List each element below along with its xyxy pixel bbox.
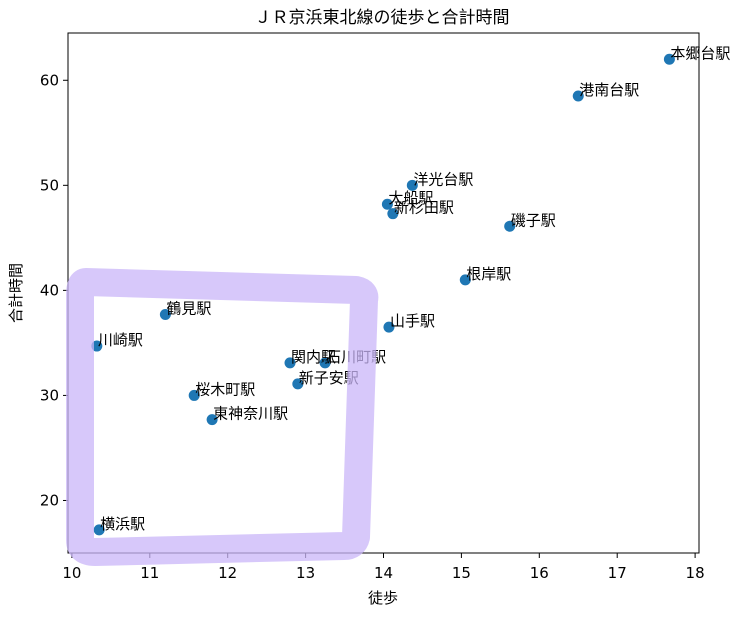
y-tick-label: 50: [40, 176, 59, 194]
y-tick-label: 60: [40, 71, 59, 89]
y-axis-ticks: 20 30 40 50 60: [40, 71, 68, 509]
point-label: 川崎駅: [98, 331, 143, 349]
chart-title: ＪＲ京浜東北線の徒歩と合計時間: [255, 8, 510, 28]
data-point: [572, 90, 584, 102]
point-label: 本郷台駅: [670, 44, 730, 62]
x-tick-label: 18: [686, 564, 705, 582]
data-point: [387, 208, 399, 220]
point-label: 大船駅: [388, 189, 433, 207]
x-tick-label: 14: [374, 564, 393, 582]
data-point: [188, 389, 200, 401]
point-label: 関内駅: [291, 348, 336, 366]
x-axis-label: 徒歩: [368, 589, 398, 607]
y-tick-label: 40: [40, 281, 59, 299]
data-point: [159, 309, 171, 321]
data-point: [663, 53, 675, 65]
point-label: 新杉田駅: [394, 199, 454, 217]
y-axis-label: 合計時間: [7, 263, 25, 323]
data-point: [459, 274, 471, 286]
points-layer: [91, 53, 675, 536]
data-point: [383, 321, 395, 333]
x-tick-label: 16: [530, 564, 549, 582]
data-point: [206, 414, 218, 426]
point-label: 山手駅: [390, 312, 435, 330]
x-tick-label: 10: [62, 564, 81, 582]
data-point: [284, 357, 296, 369]
x-tick-label: 17: [608, 564, 627, 582]
data-point: [504, 220, 516, 232]
point-label: 鶴見駅: [166, 300, 211, 318]
data-point: [319, 357, 331, 369]
data-point: [406, 179, 418, 191]
point-label: 港南台駅: [579, 81, 639, 99]
highlight-annotation-box: [66, 268, 379, 566]
x-axis-ticks: 10 11 12 13 14 15 16 17 18: [62, 553, 705, 582]
point-label: 横浜駅: [100, 515, 145, 533]
x-tick-label: 13: [296, 564, 315, 582]
point-label: 新子安駅: [299, 369, 359, 387]
y-tick-label: 30: [40, 386, 59, 404]
point-label: 洋光台駅: [413, 170, 473, 188]
data-point: [91, 340, 103, 352]
x-tick-label: 11: [140, 564, 159, 582]
data-point: [292, 378, 304, 390]
point-label: 根岸駅: [466, 265, 511, 283]
data-point: [381, 198, 393, 210]
y-tick-label: 20: [40, 491, 59, 509]
point-label: 桜木町駅: [195, 380, 255, 398]
point-label: 東神奈川駅: [213, 405, 288, 423]
point-label: 磯子駅: [511, 211, 556, 229]
x-tick-label: 15: [452, 564, 471, 582]
data-point: [93, 524, 105, 536]
x-tick-label: 12: [218, 564, 237, 582]
